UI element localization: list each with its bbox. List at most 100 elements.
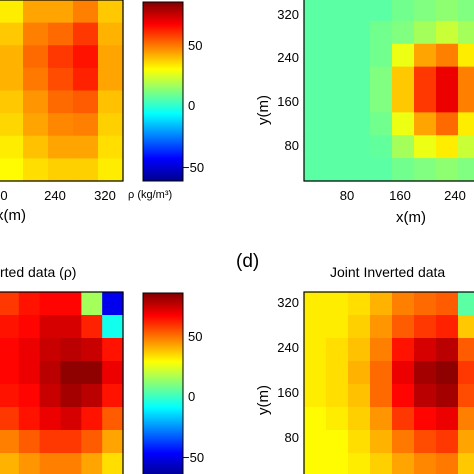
heatmap-cell <box>458 89 474 113</box>
heatmap-cell <box>81 430 103 454</box>
heatmap-cell <box>326 292 349 316</box>
panel-a-xtick-2: 320 <box>94 188 116 203</box>
heatmap-cell <box>304 0 327 22</box>
heatmap-cell <box>0 384 20 408</box>
heatmap-cell <box>392 315 415 339</box>
heatmap-cell <box>326 361 349 385</box>
heatmap-cell <box>39 430 62 454</box>
heatmap-cell <box>458 361 474 385</box>
heatmap-cell <box>436 453 459 474</box>
heatmap-cell <box>436 20 459 45</box>
heatmap-cell <box>392 43 415 68</box>
colorbar-c <box>142 292 184 474</box>
heatmap-cell <box>73 113 99 137</box>
heatmap-cell <box>392 407 415 431</box>
heatmap-cell <box>39 361 62 385</box>
panel-a-xlabel: x(m) <box>0 207 26 224</box>
heatmap-cell <box>73 45 99 69</box>
heatmap-cell <box>414 43 437 68</box>
colorbar-c-tick-1: 0 <box>188 389 195 404</box>
panel-d: Joint Inverted data 320 240 160 80 y(m) <box>255 264 474 474</box>
heatmap-cell <box>370 338 393 362</box>
heatmap-cell <box>458 338 474 362</box>
heatmap-cell <box>304 43 327 68</box>
heatmap-cell <box>102 338 124 362</box>
heatmap-cell <box>23 0 49 24</box>
heatmap-cell <box>458 430 474 454</box>
heatmap-a-cells <box>0 0 124 182</box>
heatmap-cell <box>102 430 124 454</box>
panel-c: rted data (ρ) 50 0 −50 <box>0 264 204 474</box>
heatmap-cell <box>98 0 124 24</box>
heatmap-cell <box>0 430 20 454</box>
heatmap-cell <box>326 0 349 22</box>
colorbar-a-tick-2: −50 <box>182 160 204 175</box>
heatmap-cell <box>0 135 24 159</box>
heatmap-cell <box>0 338 20 362</box>
heatmap-cell <box>98 135 124 159</box>
heatmap-cell <box>370 66 393 91</box>
heatmap-cell <box>348 66 371 91</box>
panel-b-ytick-1: 240 <box>277 50 299 65</box>
heatmap-cell <box>370 20 393 45</box>
heatmap-cell <box>326 66 349 91</box>
panel-a-xtick-0: 0 <box>0 188 7 203</box>
heatmap-cell <box>414 20 437 45</box>
heatmap-cell <box>392 89 415 113</box>
panel-d-ytick-0: 320 <box>277 295 299 310</box>
heatmap-cell <box>458 315 474 339</box>
heatmap-cell <box>18 384 41 408</box>
panel-a: 0 240 320 x(m) 50 0 −50 ρ (kg/m³) <box>0 0 204 224</box>
heatmap-cell <box>414 112 437 136</box>
heatmap-cell <box>414 0 437 22</box>
heatmap-cell <box>392 292 415 316</box>
heatmap-cell <box>18 315 41 339</box>
heatmap-cell <box>0 113 24 137</box>
heatmap-cell <box>414 292 437 316</box>
heatmap-cell <box>39 384 62 408</box>
heatmap-cell <box>392 112 415 136</box>
heatmap-cell <box>48 67 74 92</box>
heatmap-cell <box>0 315 20 339</box>
heatmap-cell <box>81 361 103 385</box>
heatmap-cell <box>414 158 437 182</box>
panel-a-xtick-1: 240 <box>44 188 66 203</box>
heatmap-cell <box>458 384 474 408</box>
heatmap-cell <box>436 407 459 431</box>
heatmap-cell <box>414 407 437 431</box>
heatmap-cell <box>392 361 415 385</box>
heatmap-cell <box>23 113 49 137</box>
heatmap-cell <box>436 112 459 136</box>
heatmap-cell <box>370 453 393 474</box>
heatmap-cell <box>370 135 393 159</box>
heatmap-cell <box>326 135 349 159</box>
heatmap-cell <box>370 158 393 182</box>
heatmap-cell <box>392 66 415 91</box>
heatmap-cell <box>458 43 474 68</box>
heatmap-cell <box>18 453 41 474</box>
heatmap-cell <box>414 430 437 454</box>
heatmap-cell <box>392 158 415 182</box>
heatmap-cell <box>60 361 82 385</box>
heatmap-cell <box>304 430 327 454</box>
panel-b-ytick-0: 320 <box>277 7 299 22</box>
heatmap-cell <box>392 0 415 22</box>
heatmap-cell <box>60 292 82 316</box>
heatmap-b-cells <box>304 0 474 182</box>
heatmap-cell <box>48 22 74 46</box>
heatmap-cell <box>304 292 327 316</box>
heatmap-cell <box>348 361 371 385</box>
heatmap-cell <box>73 90 99 114</box>
heatmap-cell <box>98 113 124 137</box>
heatmap-cell <box>18 338 41 362</box>
heatmap-cell <box>348 407 371 431</box>
panel-c-frame <box>0 291 124 474</box>
heatmap-cell <box>98 158 124 182</box>
heatmap-cell <box>98 67 124 92</box>
panel-d-ylabel: y(m) <box>255 385 272 415</box>
panel-d-ytick-2: 160 <box>277 385 299 400</box>
heatmap-cell <box>304 453 327 474</box>
heatmap-cell <box>436 338 459 362</box>
heatmap-cell <box>73 22 99 46</box>
heatmap-cell <box>436 315 459 339</box>
